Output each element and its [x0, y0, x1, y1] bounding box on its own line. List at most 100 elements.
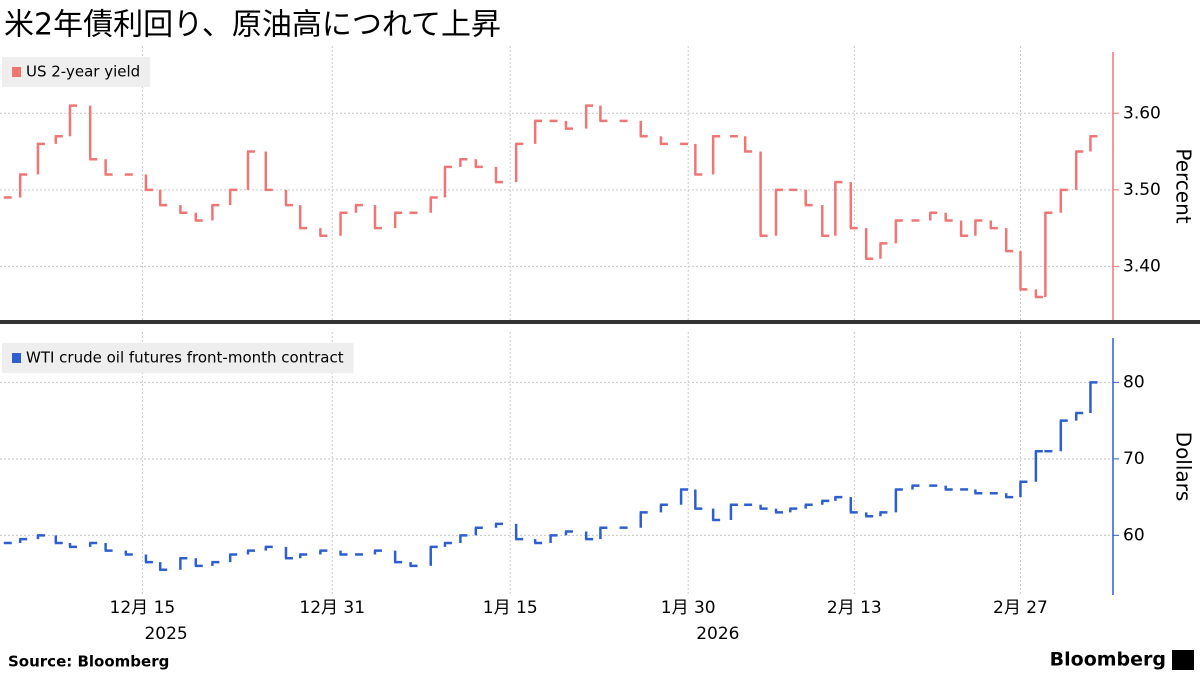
ohlc-bar: [849, 497, 858, 514]
y-tick-label: 60: [1123, 525, 1145, 545]
ohlc-bar: [246, 150, 255, 190]
ohlc-bar: [459, 157, 468, 167]
ohlc-bar: [158, 189, 168, 207]
ohlc-bar: [459, 534, 468, 543]
ohlc-bar: [879, 242, 888, 259]
ohlc-bar: [1059, 419, 1068, 452]
ohlc-bar: [759, 151, 768, 238]
y-tick-label: 3.50: [1123, 180, 1161, 200]
y-tick-label: 3.40: [1123, 256, 1161, 276]
y-axis-label: Percent: [1172, 148, 1196, 223]
ohlc-bar: [18, 173, 28, 198]
ohlc-bar: [1059, 188, 1068, 213]
ohlc-bar: [1019, 251, 1028, 291]
legend-box: [2, 57, 151, 87]
ohlc-bar: [393, 550, 403, 564]
legend-box: [2, 343, 354, 373]
ohlc-bar: [584, 104, 594, 129]
ohlc-bar: [864, 512, 874, 518]
ohlc-bar: [1089, 134, 1098, 152]
ohlc-bar: [104, 542, 113, 552]
ohlc-bar: [284, 546, 293, 560]
ohlc-bar: [564, 120, 573, 130]
ohlc-bar: [821, 205, 830, 238]
chart-title: 米2年債利回り、原油高につれて上昇: [4, 8, 501, 43]
ohlc-bar: [639, 511, 648, 528]
ohlc-bar: [774, 508, 784, 514]
ohlc-bar: [894, 219, 903, 244]
x-year-label: 2026: [696, 624, 739, 644]
ohlc-bar: [711, 508, 721, 522]
ohlc-bar: [36, 534, 45, 540]
ohlc-bar: [443, 165, 452, 198]
ohlc-bar: [1019, 480, 1028, 498]
ohlc-bar: [711, 134, 721, 175]
ohlc-bar: [54, 134, 63, 144]
ohlc-bar: [373, 205, 382, 230]
ohlc-bar: [319, 549, 328, 555]
ohlc-bar: [124, 550, 133, 556]
ohlc-bar: [373, 549, 382, 555]
ohlc-bar: [54, 535, 63, 545]
x-year-label: 2025: [144, 624, 187, 644]
ohlc-bar: [354, 203, 363, 213]
ohlc-bar: [104, 159, 113, 176]
y-tick-label: 3.60: [1123, 103, 1161, 123]
ohlc-bar: [549, 534, 558, 543]
x-tick-label: 1月 15: [483, 598, 538, 618]
ohlc-bar: [88, 541, 98, 547]
ohlc-bar: [474, 526, 483, 536]
ohlc-bar: [533, 119, 543, 144]
ohlc-bar: [144, 554, 153, 564]
ohlc-bar: [194, 558, 203, 568]
ohlc-bar: [1089, 381, 1098, 413]
ohlc-bar: [211, 203, 220, 221]
ohlc-bar: [759, 504, 768, 510]
ohlc-bar: [849, 182, 858, 230]
ohlc-bar: [194, 212, 203, 222]
legend-swatch: [12, 353, 21, 363]
legend-label: US 2-year yield: [26, 63, 140, 81]
ohlc-bar: [144, 174, 153, 192]
ohlc-bar: [264, 545, 273, 551]
ohlc-bar: [1044, 211, 1053, 298]
ohlc-bar: [694, 489, 703, 510]
ohlc-bar: [911, 484, 920, 490]
x-tick-label: 12月 31: [299, 598, 365, 618]
ohlc-bar: [659, 503, 668, 513]
ohlc-bar: [339, 211, 348, 236]
ohlc-bar: [944, 212, 953, 222]
ohlc-bar: [494, 166, 503, 184]
ohlc-bar: [1074, 411, 1084, 421]
ohlc-bar: [68, 104, 78, 137]
ohlc-bar: [393, 211, 403, 229]
ohlc-bar: [298, 205, 308, 230]
ohlc-bar: [659, 136, 668, 146]
ohlc-bar: [599, 526, 608, 540]
brand-icon: [1172, 650, 1194, 670]
panel-divider: [0, 320, 1200, 324]
ohlc-bar: [429, 196, 438, 213]
ohlc-bar: [68, 542, 78, 549]
ohlc-bar: [298, 553, 308, 559]
y-tick-label: 70: [1123, 449, 1145, 469]
ohlc-bar: [264, 151, 273, 192]
ohlc-bar: [409, 562, 418, 568]
ohlc-bar: [246, 549, 255, 555]
ohlc-bar: [694, 143, 703, 176]
ohlc-bar: [929, 211, 938, 221]
ohlc-bar: [211, 560, 220, 566]
ohlc-bar: [88, 105, 98, 161]
ohlc-bar: [584, 531, 594, 541]
x-tick-label: 2月 13: [827, 598, 882, 618]
ohlc-bar: [228, 188, 238, 206]
ohlc-bar: [959, 220, 969, 238]
ohlc-bar: [1074, 150, 1084, 190]
ohlc-bar: [179, 557, 188, 570]
ohlc-bar: [834, 180, 843, 236]
ohlc-bar: [974, 219, 983, 236]
ohlc-bar: [319, 228, 328, 238]
ohlc-bar: [179, 205, 188, 215]
y-tick-label: 80: [1123, 372, 1145, 392]
